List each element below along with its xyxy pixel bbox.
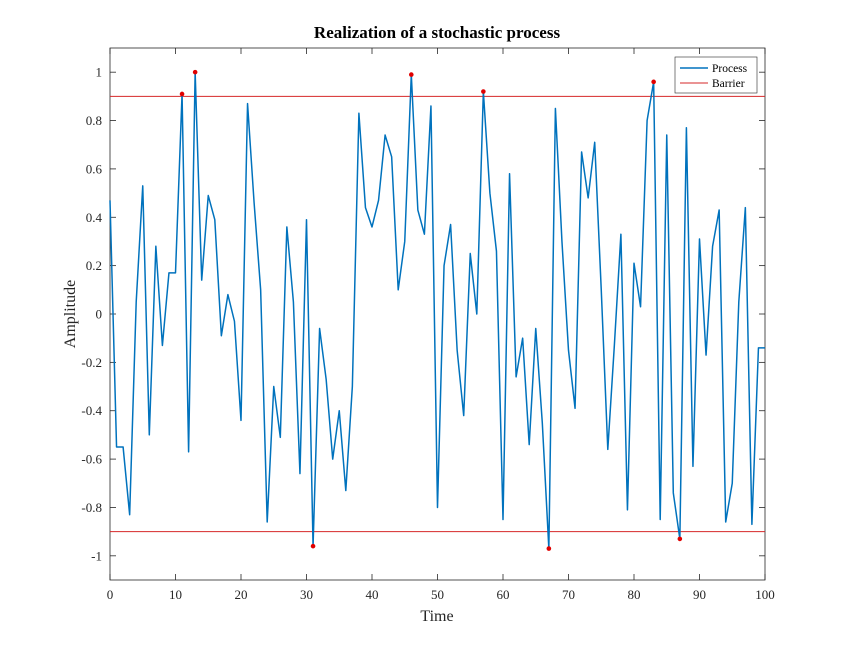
y-tick-label: 0.4 [86, 210, 103, 225]
x-tick-label: 60 [497, 587, 510, 602]
y-tick-label: 0 [96, 307, 103, 322]
y-tick-label: -0.8 [81, 500, 102, 515]
crossing-marker [310, 543, 316, 549]
y-tick-label: 1 [96, 65, 103, 80]
y-tick-label: 0.6 [86, 161, 103, 176]
crossing-marker [192, 69, 198, 75]
x-tick-label: 100 [755, 587, 775, 602]
crossing-marker [651, 79, 656, 85]
crossing-marker [481, 89, 486, 94]
x-tick-label: 90 [693, 587, 706, 602]
y-tick-label: 0.8 [86, 113, 102, 128]
x-tick-label: 40 [366, 587, 379, 602]
x-axis-title: Time [420, 608, 453, 625]
y-tick-label: -0.2 [81, 355, 102, 370]
y-tick-label: -0.4 [81, 403, 102, 418]
legend-box [674, 56, 758, 94]
legend: Process Barrier [674, 56, 758, 94]
legend-process-label: Process [712, 63, 748, 75]
x-tick-label: 20 [235, 587, 248, 602]
crossing-marker [546, 546, 552, 551]
y-axis-title: Amplitude [62, 280, 79, 348]
x-tick-label: 0 [107, 587, 114, 602]
x-tick-label: 70 [562, 587, 575, 602]
y-tick-label: -1 [91, 548, 102, 563]
crossing-marker [179, 91, 185, 97]
x-tick-label: 10 [169, 587, 182, 602]
plot-area: 0 10 20 30 40 50 60 70 80 90 100-1-0.8-0.6-0.4-0.2… [81, 47, 775, 602]
legend-barrier-label: Barrier [712, 78, 745, 90]
chart-title: Realization of a stochastic process [314, 23, 561, 42]
y-tick-label: 0.2 [86, 258, 102, 273]
crossing-marker [409, 72, 414, 77]
x-tick-label: 50 [431, 587, 444, 602]
crossing-marker [677, 536, 683, 542]
x-tick-label: 30 [300, 587, 313, 602]
y-tick-label: -0.6 [81, 452, 102, 467]
process-series-line [109, 71, 765, 550]
x-tick-label: 80 [628, 587, 641, 602]
